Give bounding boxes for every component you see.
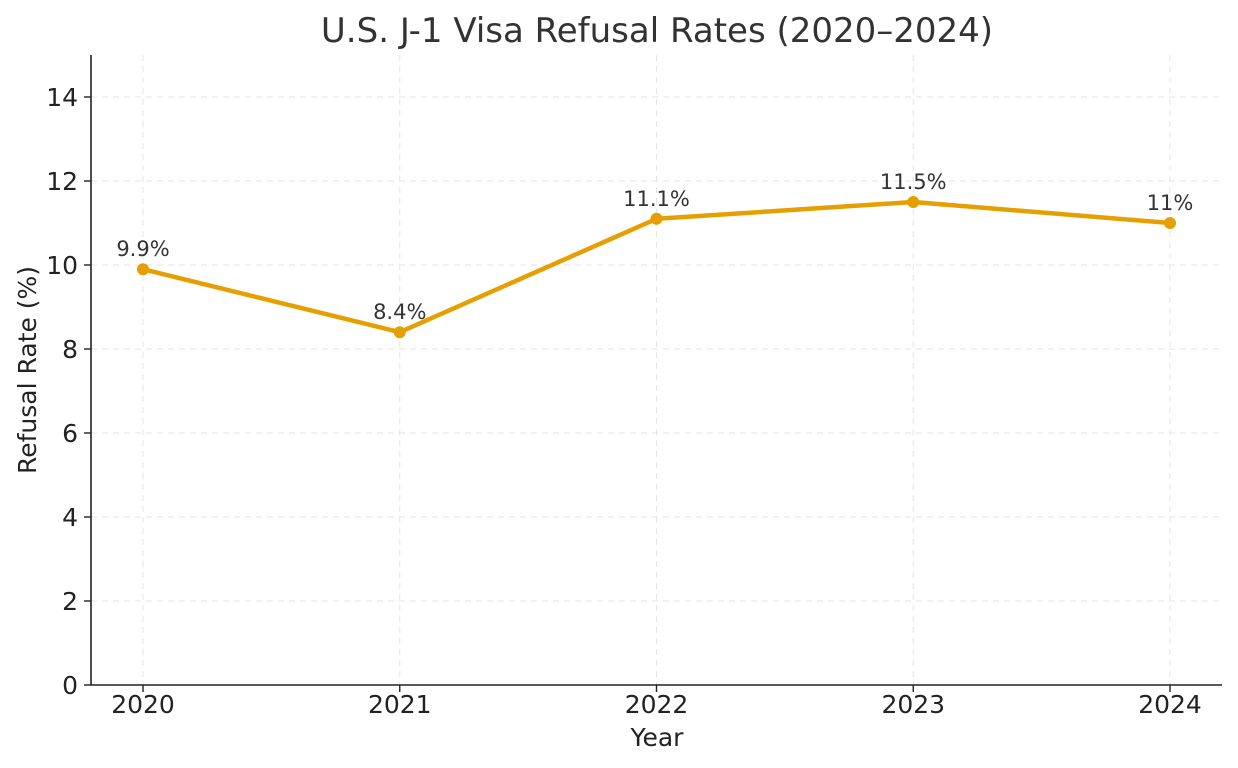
data-point [393, 326, 406, 339]
data-label: 11% [1147, 191, 1194, 215]
y-axis-label: Refusal Rate (%) [13, 266, 42, 474]
data-point [137, 263, 149, 276]
data-label: 9.9% [116, 237, 169, 261]
data-label: 11.1% [623, 187, 690, 211]
x-tick-label: 2023 [881, 690, 945, 719]
x-tick-label: 2022 [625, 690, 689, 719]
grid [91, 55, 1222, 685]
y-tick-label: 8 [62, 335, 78, 364]
data-point [650, 212, 663, 225]
x-axis-label: Year [630, 723, 685, 752]
x-tick-label: 2021 [368, 690, 432, 719]
data-point [1164, 217, 1176, 229]
y-tick-label: 14 [46, 83, 78, 112]
data-labels: 9.9% 8.4% 11.1% 11.5% 11% [116, 170, 1193, 324]
y-tick-label: 2 [62, 587, 78, 616]
data-label: 8.4% [373, 300, 426, 324]
y-tick-label: 10 [46, 251, 78, 280]
chart-title: U.S. J-1 Visa Refusal Rates (2020–2024) [321, 11, 993, 51]
y-tick-label: 12 [46, 167, 78, 196]
y-tick-label: 0 [62, 671, 78, 700]
y-tick-label: 4 [62, 503, 78, 532]
axis-spines [90, 55, 1222, 686]
y-tick-label: 6 [62, 419, 78, 448]
data-label: 11.5% [880, 170, 947, 194]
x-tick-label: 2020 [111, 690, 175, 719]
data-point [907, 196, 920, 208]
series [137, 196, 1176, 339]
x-tick-label: 2024 [1138, 690, 1202, 719]
axes: 2020 2021 2022 2023 2024 0 2 4 6 8 10 12 14 [46, 55, 1222, 719]
